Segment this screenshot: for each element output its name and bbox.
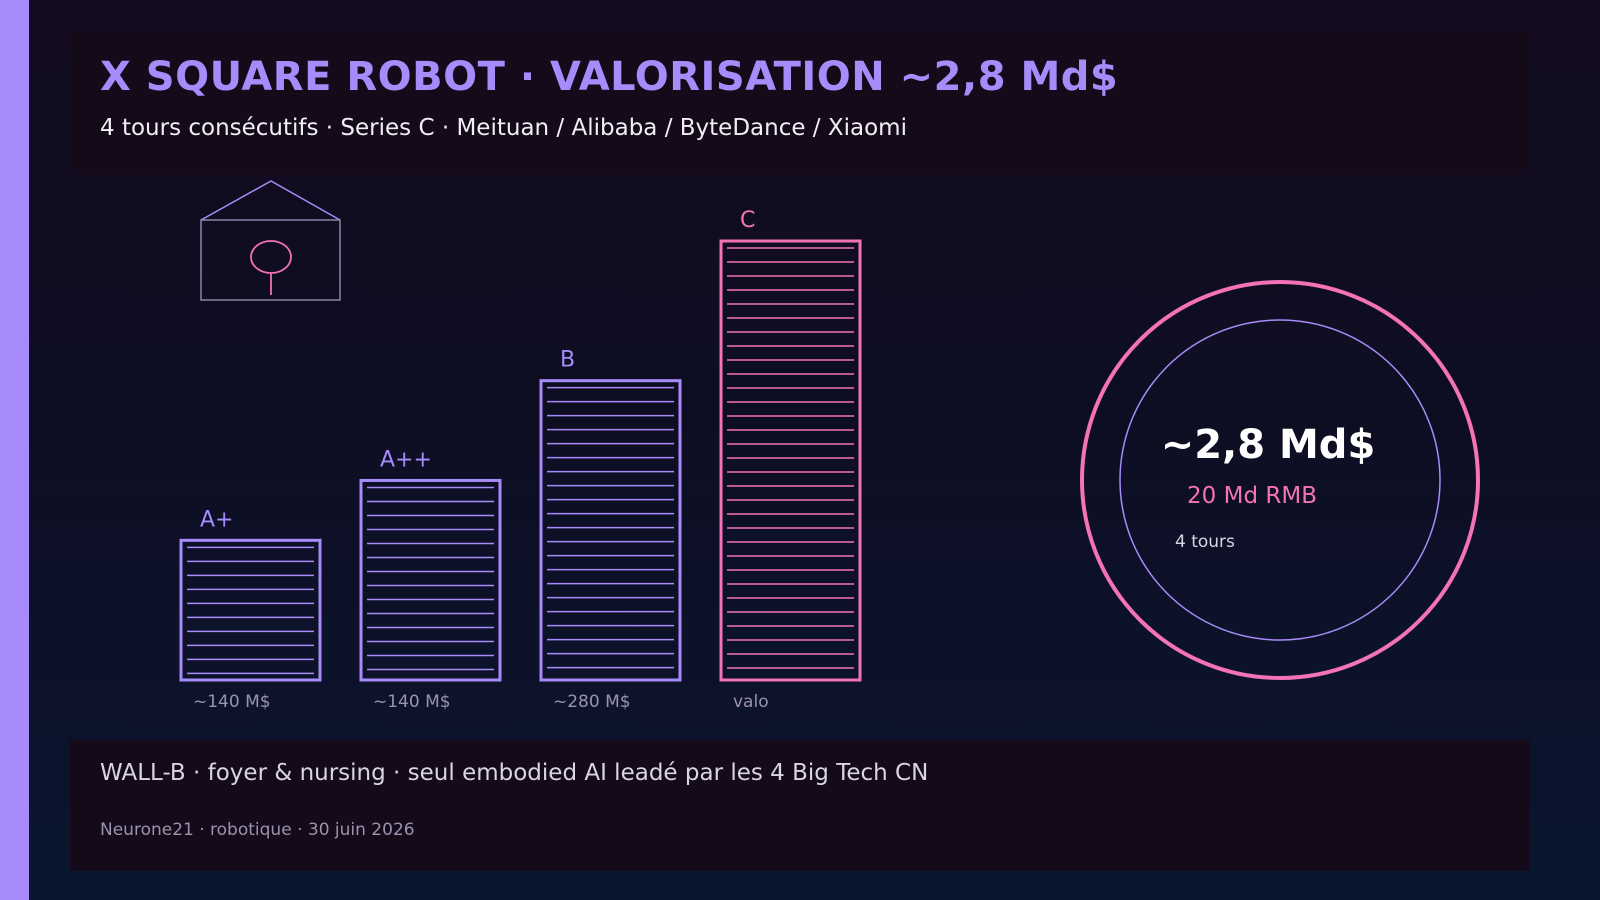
bar-ap <box>179 538 322 682</box>
footer-meta: Neurone21 · robotique · 30 juin 2026 <box>100 820 415 840</box>
bar-category-label: A++ <box>380 447 432 472</box>
badge-rmb: 20 Md RMB <box>1187 483 1317 509</box>
header: X SQUARE ROBOT · VALORISATION ~2,8 Md$ 4… <box>70 30 1530 174</box>
footer: WALL-B · foyer & nursing · seul embodied… <box>70 740 1530 871</box>
bar-c <box>719 239 862 682</box>
bar-value-label: ~280 M$ <box>553 692 631 712</box>
bar-value-label: ~140 M$ <box>373 692 451 712</box>
valuation-badge: ~2,8 Md$ 20 Md RMB 4 tours <box>1080 280 1480 680</box>
badge-rounds: 4 tours <box>1175 532 1235 552</box>
bar-b <box>539 379 682 682</box>
house-icon <box>200 180 341 301</box>
badge-outer-ring <box>1080 280 1480 680</box>
bar-app <box>359 478 502 682</box>
bar-value-label: valo <box>733 692 769 712</box>
badge-inner-ring <box>1119 319 1441 641</box>
robot-icon <box>250 240 292 295</box>
footer-tagline: WALL-B · foyer & nursing · seul embodied… <box>100 760 929 786</box>
bar-category-label: C <box>740 208 755 233</box>
accent-bar <box>0 0 29 900</box>
badge-value: ~2,8 Md$ <box>1161 422 1376 468</box>
page-subtitle: 4 tours consécutifs · Series C · Meituan… <box>100 115 907 141</box>
bar-category-label: A+ <box>200 507 233 532</box>
bar-category-label: B <box>560 348 575 373</box>
page-title: X SQUARE ROBOT · VALORISATION ~2,8 Md$ <box>100 54 1119 100</box>
bar-value-label: ~140 M$ <box>193 692 271 712</box>
